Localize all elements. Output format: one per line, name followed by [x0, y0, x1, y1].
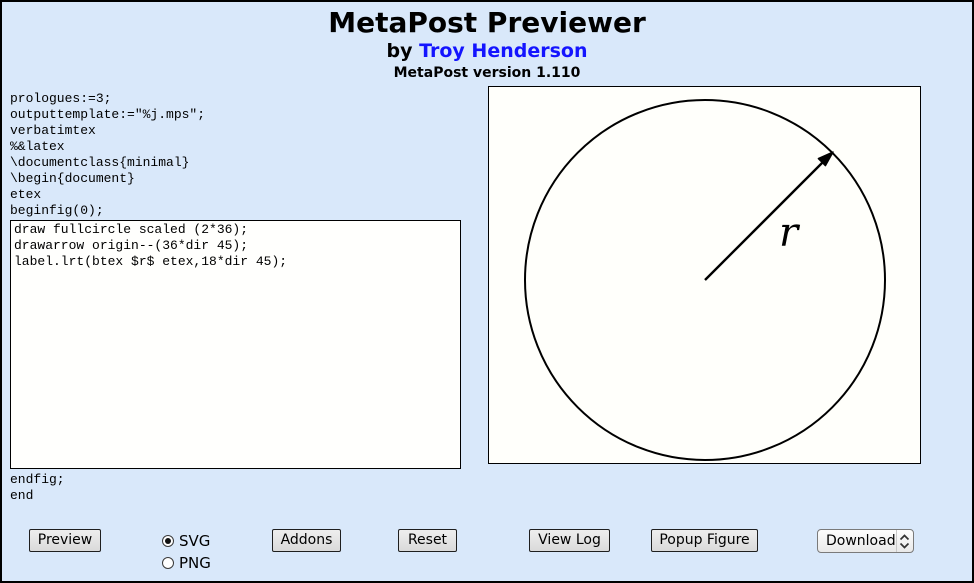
popup-figure-button[interactable]: Popup Figure — [651, 529, 758, 552]
figure-circle — [524, 99, 886, 461]
radio-svg-label: SVG — [179, 532, 211, 550]
view-log-button[interactable]: View Log — [529, 529, 610, 552]
code-input[interactable]: draw fullcircle scaled (2*36); drawarrow… — [10, 220, 461, 469]
download-select[interactable]: Download — [817, 529, 914, 553]
author-link[interactable]: Troy Henderson — [419, 40, 588, 62]
preamble-code: prologues:=3; outputtemplate:="%j.mps"; … — [10, 91, 206, 218]
figure-radius-arrow — [704, 160, 825, 281]
version-text: MetaPost version 1.110 — [393, 65, 581, 81]
preview-button[interactable]: Preview — [29, 529, 101, 552]
byline: by Troy Henderson — [2, 40, 972, 62]
page-header: MetaPost Previewer by Troy Henderson Met… — [2, 6, 972, 81]
addons-button[interactable]: Addons — [272, 529, 341, 552]
page-title: MetaPost Previewer — [328, 6, 646, 39]
format-option-svg[interactable]: SVG — [162, 530, 211, 552]
figure-radius-label: r — [779, 210, 801, 256]
figure-arrowhead — [817, 151, 834, 167]
postamble-code: endfig; end — [10, 472, 65, 503]
radio-svg-icon[interactable] — [162, 535, 174, 547]
byline-prefix: by — [386, 40, 420, 62]
select-spinner-icon — [895, 530, 913, 552]
radio-png-icon[interactable] — [162, 557, 174, 569]
reset-button[interactable]: Reset — [398, 529, 457, 552]
figure-preview-panel: r — [488, 86, 921, 464]
radio-png-label: PNG — [179, 554, 211, 572]
format-radio-group: SVG PNG — [162, 530, 211, 574]
figure-svg: r — [524, 99, 886, 461]
download-select-label: Download — [826, 533, 896, 549]
format-option-png[interactable]: PNG — [162, 552, 211, 574]
